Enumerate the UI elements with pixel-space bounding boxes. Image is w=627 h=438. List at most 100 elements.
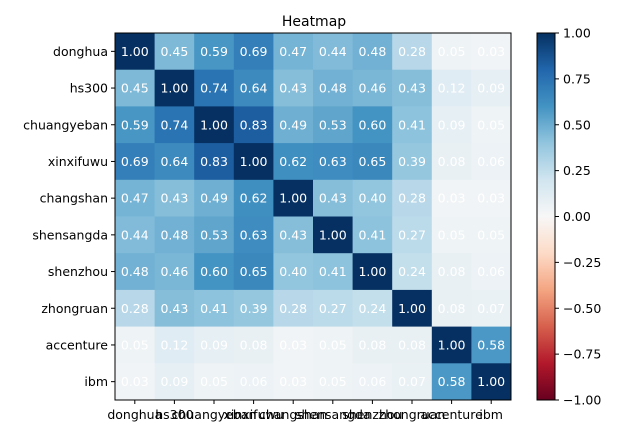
heatmap-cell	[273, 106, 314, 144]
heatmap-cell	[392, 363, 433, 401]
heatmap-cell	[392, 326, 433, 364]
cell-value-label: 0.45	[160, 44, 188, 59]
cell-value-label: 0.43	[279, 81, 307, 96]
heatmap-cell	[392, 143, 433, 181]
colorbar-gradient	[536, 32, 556, 401]
heatmap-cell	[313, 106, 353, 144]
heatmap-cell	[194, 143, 235, 181]
colorbar-tick-label: 0.50	[563, 117, 591, 132]
cell-value-label: 0.09	[160, 374, 188, 389]
heatmap-cell	[352, 363, 393, 401]
cell-value-label: 0.43	[398, 81, 426, 96]
cell-value-label: 0.06	[477, 264, 505, 279]
cell-value-label: 1.00	[240, 154, 268, 169]
y-tick-label: shensangda	[32, 227, 108, 242]
y-tick-label: chuangyeban	[23, 117, 108, 132]
heatmap-cell	[115, 216, 155, 254]
heatmap-cell	[392, 179, 433, 217]
plot-frame	[114, 32, 512, 401]
cell-value-label: 1.00	[358, 264, 386, 279]
heatmap-cell	[313, 33, 353, 71]
heatmap-cell	[233, 69, 274, 107]
cell-value-label: 0.44	[121, 227, 149, 242]
cell-value-label: 0.08	[240, 337, 268, 352]
cell-value-label: 0.40	[358, 191, 386, 206]
x-tick-label: ibm	[479, 407, 503, 422]
heatmap-cell	[194, 33, 235, 71]
cell-value-label: 0.28	[398, 191, 426, 206]
cell-value-label: 0.03	[121, 374, 149, 389]
cell-value-label: 0.53	[319, 117, 347, 132]
heatmap-cell	[194, 216, 235, 254]
cell-value-label: 0.05	[121, 337, 149, 352]
heatmap-cell	[233, 143, 274, 181]
cell-value-label: 0.12	[160, 337, 188, 352]
cell-value-label: 0.05	[477, 227, 505, 242]
heatmap-cell	[194, 326, 235, 364]
cell-value-label: 0.58	[438, 374, 466, 389]
heatmap-cell	[194, 289, 235, 327]
colorbar-tick-label: −1.00	[563, 393, 601, 408]
heatmap-cell	[154, 179, 195, 217]
cell-value-label: 0.62	[279, 154, 307, 169]
cell-value-label: 0.41	[358, 227, 386, 242]
cell-value-label: 0.09	[477, 81, 505, 96]
heatmap-cell	[431, 253, 472, 291]
y-tick-label: ibm	[84, 374, 108, 389]
heatmap-cell	[233, 326, 274, 364]
x-tick-label: donghua	[107, 407, 162, 422]
cell-value-label: 0.39	[398, 154, 426, 169]
heatmap-cell	[115, 363, 155, 401]
heatmap-cells: 1.00 0.45 0.59 0.69 0.47 0.44 0.48 0.28 0.05 0.03…	[115, 33, 512, 401]
heatmap-cell	[431, 216, 472, 254]
heatmap-cell	[194, 69, 235, 107]
heatmap-cell	[313, 216, 353, 254]
cell-value-label: 0.59	[200, 44, 228, 59]
cell-value-label: 0.47	[279, 44, 307, 59]
cell-value-label: 0.24	[358, 301, 386, 316]
cell-value-label: 0.65	[240, 264, 268, 279]
heatmap-cell	[154, 33, 195, 71]
cell-value-label: 0.69	[121, 154, 149, 169]
cell-value-label: 0.09	[200, 337, 228, 352]
cell-value-label: 0.41	[319, 264, 347, 279]
cell-value-label: 0.03	[438, 191, 466, 206]
cell-value-label: 0.49	[200, 191, 228, 206]
x-tick-label: shensangda	[295, 407, 371, 422]
heatmap-cell	[233, 289, 274, 327]
heatmap-cell	[471, 326, 512, 364]
heatmap-cell	[313, 143, 353, 181]
heatmap-cell	[471, 69, 512, 107]
cell-value-label: 0.63	[240, 227, 268, 242]
x-tick-label: hs300	[155, 407, 193, 422]
heatmap-cell	[313, 253, 353, 291]
cell-value-label: 0.46	[358, 81, 386, 96]
heatmap-cell	[273, 253, 314, 291]
heatmap-cell	[431, 363, 472, 401]
cell-value-label: 0.07	[477, 301, 505, 316]
heatmap-cell	[154, 253, 195, 291]
heatmap-cell	[392, 33, 433, 71]
chart-title: Heatmap	[282, 14, 346, 30]
x-tick-label: xinxifuwu	[224, 407, 284, 422]
cell-value-label: 0.03	[477, 191, 505, 206]
heatmap-cell	[352, 106, 393, 144]
heatmap-cell	[273, 179, 314, 217]
colorbar-tick-label: 0.75	[563, 71, 591, 86]
x-tick-label: chuangyeban	[172, 407, 257, 422]
cell-value-label: 0.43	[279, 227, 307, 242]
cell-value-label: 0.69	[240, 44, 268, 59]
cell-value-label: 0.06	[358, 374, 386, 389]
x-axis-ticks: donghuahs300chuangyebanxinxifuwuchangsha…	[107, 400, 503, 422]
y-tick-label: zhongruan	[41, 301, 108, 316]
cell-value-label: 0.27	[319, 301, 347, 316]
colorbar: −1.00 −0.75 −0.50 −0.25 0.00 0.25 0.50 0.75 1.00	[536, 26, 601, 408]
cell-value-label: 0.08	[398, 337, 426, 352]
colorbar-tick-label: 0.25	[563, 163, 591, 178]
heatmap-cell	[115, 106, 155, 144]
cell-value-label: 0.48	[358, 44, 386, 59]
heatmap-cell	[115, 179, 155, 217]
heatmap-cell	[273, 289, 314, 327]
heatmap-cell	[273, 69, 314, 107]
